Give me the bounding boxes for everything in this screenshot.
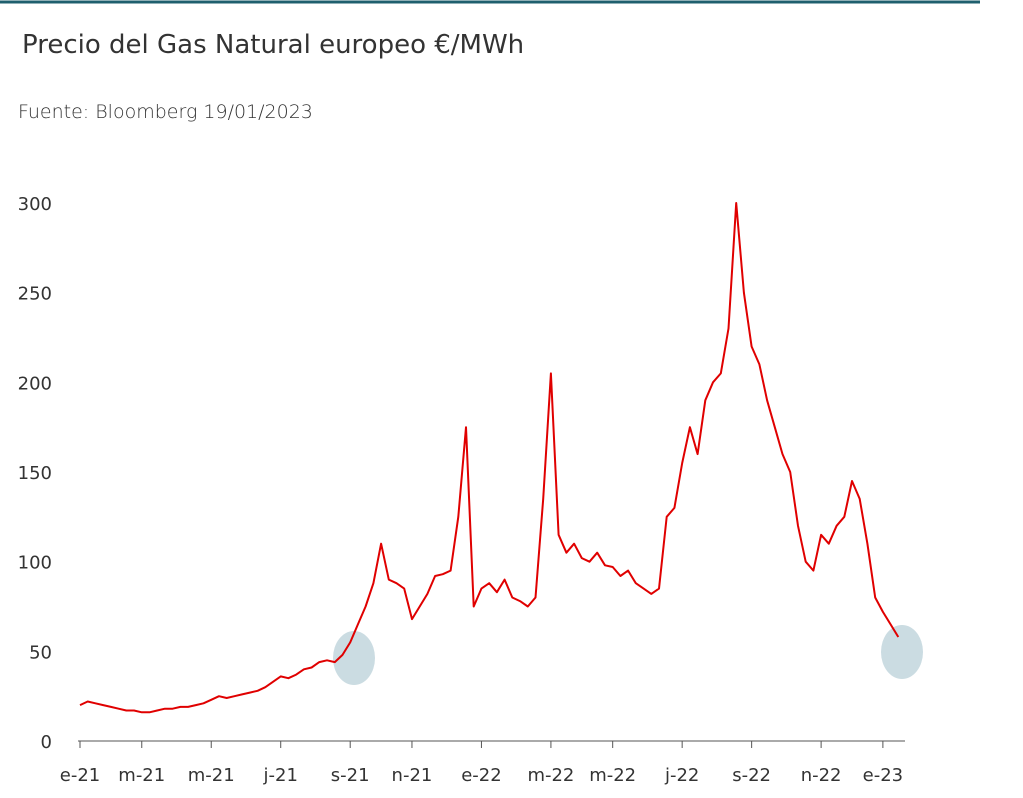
highlight-circle: [881, 625, 923, 679]
chart-subtitle: Fuente: Bloomberg 19/01/2023: [18, 101, 313, 123]
x-tick-label: n-22: [801, 765, 842, 786]
x-tick-label: j-21: [263, 765, 298, 786]
x-tick-label: s-22: [732, 765, 771, 786]
y-tick-label: 250: [18, 284, 52, 305]
highlight-circle: [333, 631, 375, 685]
x-tick-label: m-22: [589, 765, 636, 786]
y-tick-label: 100: [18, 553, 52, 574]
x-tick-label: m-21: [118, 765, 165, 786]
x-tick-label: j-22: [664, 765, 699, 786]
y-tick-label: 300: [18, 194, 52, 215]
chart-title: Precio del Gas Natural europeo €/MWh: [22, 30, 524, 60]
x-tick-label: n-21: [392, 765, 433, 786]
x-tick-label: m-21: [188, 765, 235, 786]
x-tick-label: s-21: [331, 765, 370, 786]
x-tick-label: m-22: [527, 765, 574, 786]
y-tick-label: 200: [18, 373, 52, 394]
y-tick-label: 0: [41, 732, 52, 753]
x-tick-label: e-23: [863, 765, 903, 786]
line-series: [79, 202, 900, 714]
x-tick-label: e-22: [461, 765, 501, 786]
y-tick-label: 50: [29, 642, 52, 663]
y-tick-label: 150: [18, 463, 52, 484]
x-tick-label: e-21: [60, 765, 100, 786]
